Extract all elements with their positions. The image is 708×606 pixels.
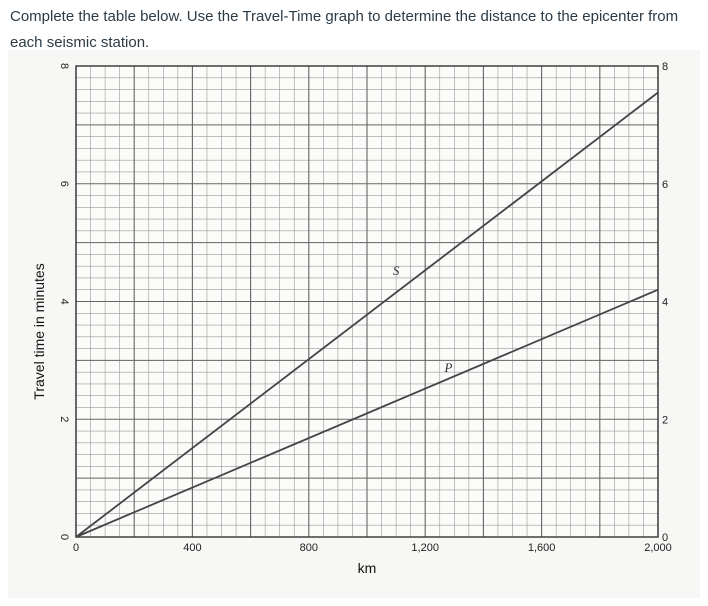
y-tick-label-right: 6 <box>662 179 668 191</box>
x-tick-label: 800 <box>300 542 318 554</box>
y-axis-title: Travel time in minutes <box>31 263 47 399</box>
series-label-p: P <box>444 360 453 375</box>
x-axis-title: km <box>358 560 377 576</box>
x-tick-label: 1,200 <box>411 542 439 554</box>
question-prompt: Complete the table below. Use the Travel… <box>10 8 679 51</box>
y-tick-label-left: 0 <box>58 534 70 540</box>
y-tick-label-left: 6 <box>58 181 70 187</box>
y-tick-label-left: 2 <box>58 416 70 422</box>
series-label-s: S <box>393 263 400 278</box>
y-tick-label-left: 8 <box>58 63 70 69</box>
x-tick-label: 1,600 <box>528 542 556 554</box>
plot-frame <box>75 65 659 538</box>
y-tick-label-right: 0 <box>662 532 668 544</box>
y-tick-label-right: 2 <box>662 414 668 426</box>
series-line-s <box>75 91 659 538</box>
series-line-p <box>75 288 659 538</box>
plot-border <box>75 65 659 538</box>
x-tick-label: 0 <box>73 542 79 554</box>
series-lines <box>75 91 659 538</box>
series-labels: SP <box>393 263 453 375</box>
x-tick-label: 400 <box>183 542 201 554</box>
x-tick-label: 2,000 <box>644 542 672 554</box>
y-tick-label-right: 8 <box>662 61 668 73</box>
y-tick-label-right: 4 <box>662 297 668 309</box>
y-tick-label-left: 4 <box>58 298 70 304</box>
